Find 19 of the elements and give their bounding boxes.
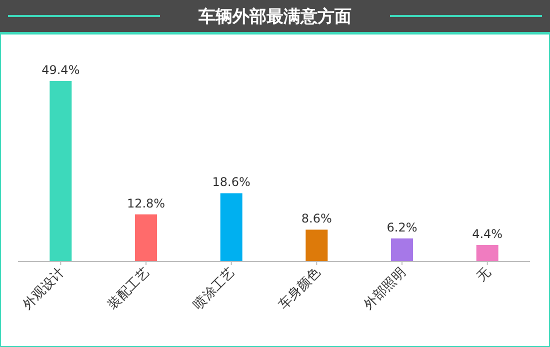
- x-tick-label: 外部照明: [361, 265, 409, 313]
- x-tick-label: 喷涂工艺: [190, 265, 238, 313]
- data-label: 49.4%: [42, 63, 80, 77]
- bar: [306, 230, 328, 261]
- x-tick-label: 无: [474, 265, 494, 286]
- chart-title: 车辆外部最满意方面: [198, 7, 352, 27]
- x-tick-label: 车身颜色: [276, 265, 324, 313]
- data-label: 4.4%: [472, 226, 503, 241]
- bar: [220, 193, 242, 261]
- bar: [135, 214, 157, 261]
- data-label: 18.6%: [212, 175, 250, 190]
- data-label: 12.8%: [126, 196, 166, 210]
- x-tick-label: 外观设计: [20, 265, 68, 313]
- bar: [391, 238, 413, 261]
- data-label: 6.2%: [386, 220, 418, 234]
- x-tick-label: 装配工艺: [105, 265, 153, 313]
- bar: [50, 81, 72, 261]
- bar: [476, 244, 498, 261]
- data-label: 8.6%: [301, 212, 332, 226]
